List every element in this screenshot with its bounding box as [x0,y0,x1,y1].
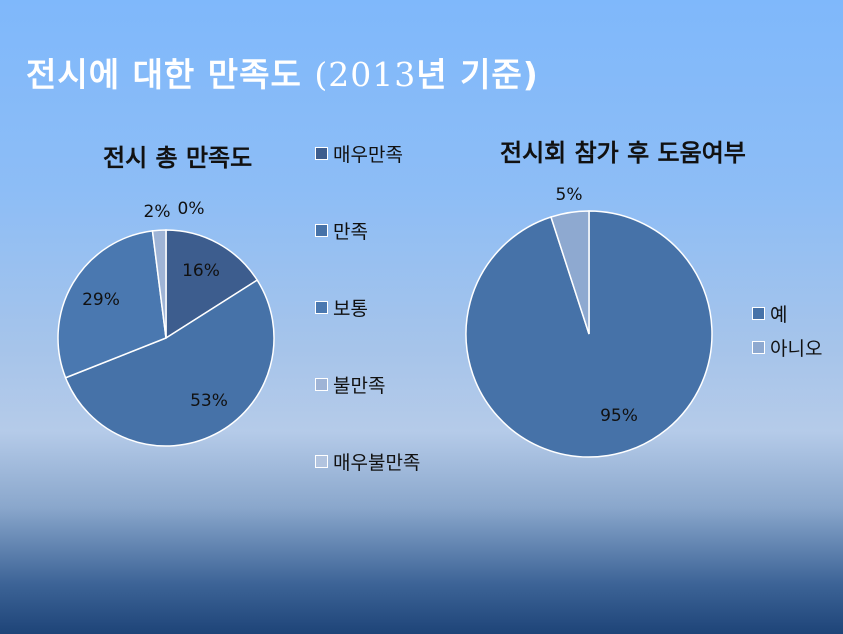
legend-item-불만족: 불만족 [315,371,385,398]
legend-item-아니오: 아니오 [752,334,822,361]
legend-label: 아니오 [770,338,823,360]
legend-swatch [752,341,765,354]
legend-swatch [315,378,328,391]
pie-slice-아니오 [550,210,590,335]
pie-slice-불만족 [151,229,167,339]
legend-item-예: 예 [752,300,787,327]
legend-label: 예 [770,304,788,326]
pie-chart-satisfaction: 16% 53% 29% 2% 0% [57,199,275,447]
legend-item-보통: 보통 [315,294,368,321]
chart-title-helpfulness: 전시회 참가 후 도움여부 [500,139,746,167]
legend-label: 보통 [333,298,368,320]
data-label-불만족: 2% [144,202,171,222]
pie-slice-만족 [64,279,275,447]
legend-swatch [315,147,328,160]
data-label-매우만족: 16% [182,261,220,281]
data-label-아니오: 5% [556,185,583,205]
legend-swatch [315,455,328,468]
legend-item-만족: 만족 [315,217,368,244]
legend-item-매우만족: 매우만족 [315,140,403,167]
legend-label: 불만족 [333,375,386,397]
legend-item-매우불만족: 매우불만족 [315,448,420,475]
pie-slice-매우만족 [165,229,259,340]
pie-chart-helpfulness: 95% 5% [465,185,713,458]
legend-label: 매우불만족 [333,452,421,474]
legend-swatch [315,224,328,237]
chart-title-satisfaction: 전시 총 만족도 [103,144,253,172]
data-label-보통: 29% [82,290,120,310]
legend-swatch [315,301,328,314]
legend-swatch [752,307,765,320]
data-label-예: 95% [600,406,638,426]
pie-slice-보통 [57,230,167,379]
slide-title: 전시에 대한 만족도 (2013년 기준) [26,55,539,94]
legend-label: 매우만족 [333,144,403,166]
data-label-매우불만족: 0% [178,199,205,219]
legend-label: 만족 [333,221,368,243]
data-label-만족: 53% [190,391,228,411]
